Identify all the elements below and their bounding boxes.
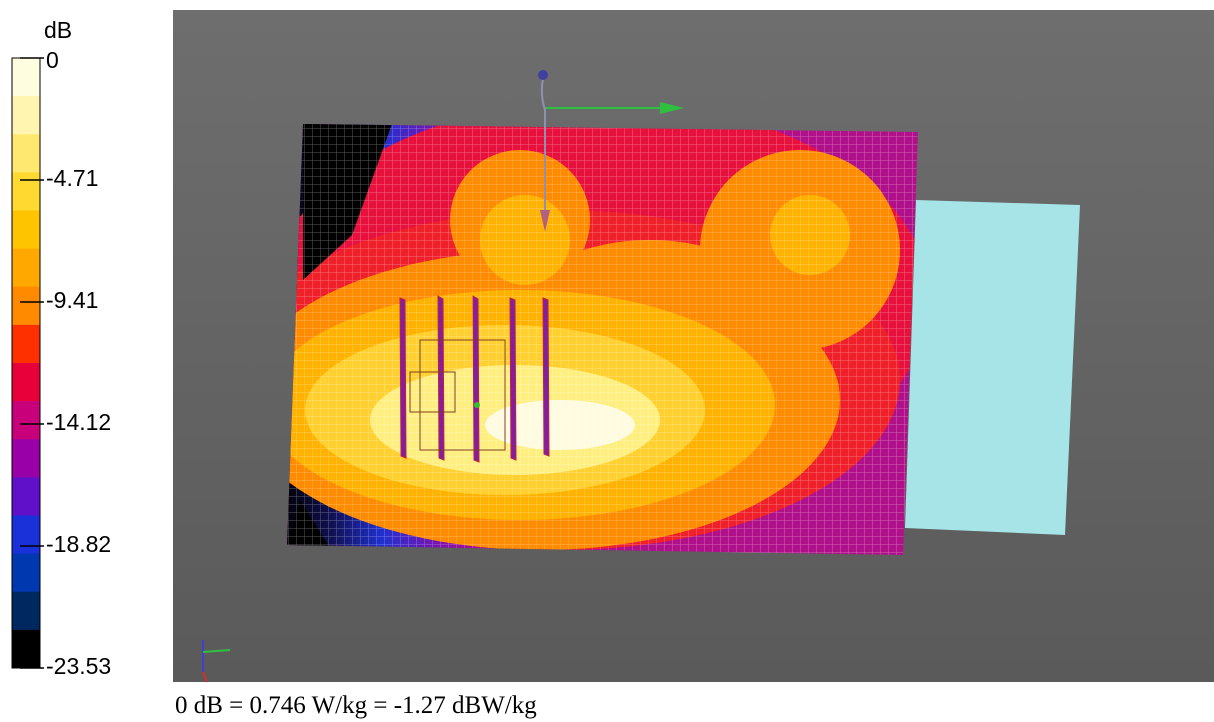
- colorbar-band: [12, 134, 40, 173]
- colorbar-band: [12, 210, 40, 250]
- colorbar-band: [12, 172, 40, 211]
- phantom-panel: [905, 200, 1080, 535]
- colorbar-band: [12, 363, 40, 402]
- colorbar-band: [12, 591, 40, 631]
- colorbar-band: [12, 439, 40, 478]
- colorbar-band: [12, 248, 40, 288]
- colorbar-unit: dB: [44, 17, 72, 43]
- colorbar-tick-label: -18.82: [46, 531, 111, 557]
- sar-view: 0 -4.71 -9.41 -14.12 -18.82 -23.53 dB: [11, 10, 1214, 683]
- device: [399, 295, 550, 463]
- colorbar-band: [12, 515, 40, 555]
- colorbar-band: [12, 401, 40, 440]
- axis-gizmo: [202, 70, 684, 683]
- caption: 0 dB = 0.746 W/kg = -1.27 dBW/kg: [175, 692, 537, 719]
- colorbar-band: [12, 324, 40, 364]
- colorbar-band: [12, 553, 40, 593]
- colorbar-band: [12, 286, 40, 326]
- colorbar-tick-label: 0: [46, 47, 59, 73]
- colorbar: 0 -4.71 -9.41 -14.12 -18.82 -23.53: [11, 47, 111, 679]
- field-map: [287, 124, 918, 555]
- colorbar-band: [12, 477, 40, 516]
- colorbar-tick-label: -9.41: [46, 287, 98, 313]
- colorbar-band: [12, 96, 40, 135]
- colorbar-tick-label: -4.71: [46, 165, 98, 191]
- colorbar-tick-label: -14.12: [46, 409, 111, 435]
- colorbar-band: [12, 58, 40, 97]
- colorbar-band: [12, 629, 40, 669]
- colorbar-tick-label: -23.53: [46, 653, 111, 679]
